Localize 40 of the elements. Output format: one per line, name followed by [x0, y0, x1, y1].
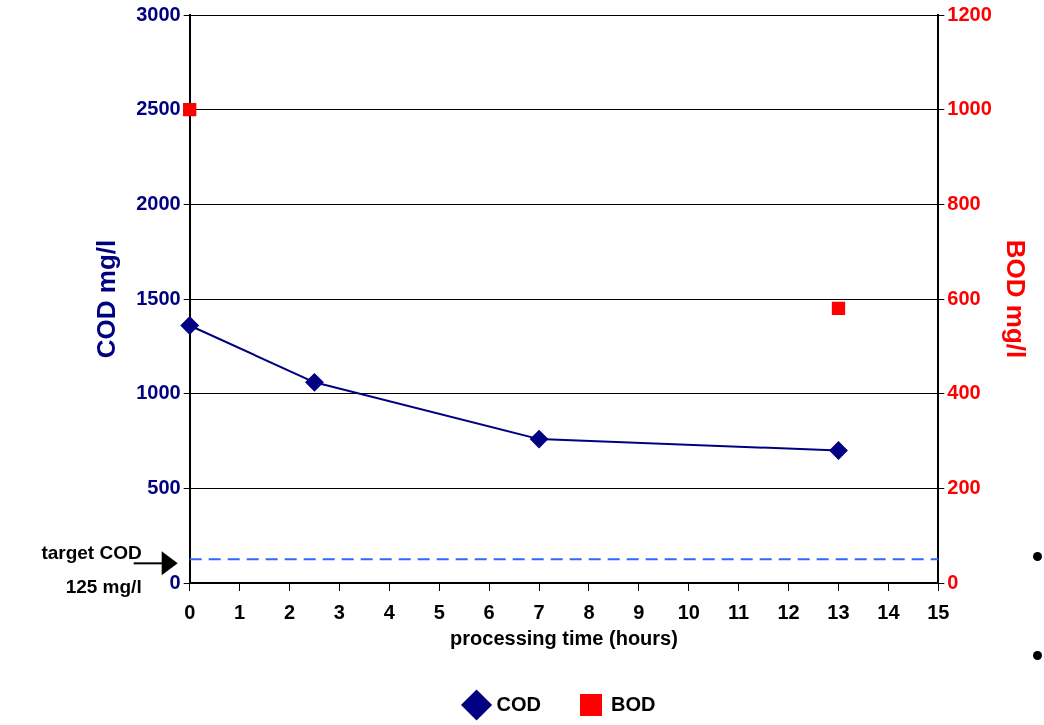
y-tick-label: 1500 — [136, 286, 181, 309]
y-axis-title: COD mg/l — [90, 239, 121, 359]
y-tick-label: 2500 — [136, 97, 181, 120]
x-axis-title: processing time (hours) — [450, 626, 678, 649]
y2-tick-label: 1000 — [947, 97, 992, 120]
y2-tick-label: 600 — [947, 286, 981, 309]
y2-tick-label: 200 — [947, 475, 981, 498]
point — [829, 441, 848, 460]
y-tick-label: 2000 — [136, 191, 181, 214]
x-tick-label: 6 — [483, 600, 495, 623]
x-tick-label: 8 — [583, 600, 595, 623]
x-tick-label: 12 — [777, 600, 800, 623]
x-tick-label: 5 — [433, 600, 445, 623]
x-tick-label: 7 — [533, 600, 545, 623]
y-tick-label: 3000 — [136, 2, 181, 25]
y2-tick-label: 400 — [947, 381, 981, 404]
x-tick-label: 11 — [728, 600, 750, 623]
y2-axis-title: BOD mg/l — [1001, 239, 1032, 359]
point — [530, 430, 549, 449]
x-tick-label: 0 — [184, 600, 196, 623]
y-tick-label: 500 — [147, 475, 181, 498]
legend-label: COD — [496, 692, 542, 715]
x-tick-label: 10 — [677, 600, 700, 623]
x-tick-label: 14 — [877, 600, 901, 623]
point — [180, 316, 199, 335]
x-tick-label: 4 — [383, 600, 396, 623]
x-tick-label: 3 — [333, 600, 345, 623]
x-tick-label: 2 — [283, 600, 296, 623]
x-tick-label: 9 — [633, 600, 645, 623]
x-tick-label: 1 — [234, 600, 246, 623]
legend-label: BOD — [611, 692, 656, 715]
x-tick-label: 13 — [827, 600, 850, 623]
x-tick-label: 15 — [927, 600, 950, 623]
y2-tick-label: 1200 — [947, 2, 992, 25]
y2-tick-label: 0 — [947, 570, 959, 593]
point — [305, 373, 324, 392]
y2-tick-label: 800 — [947, 191, 981, 214]
y-tick-label: 0 — [169, 570, 181, 593]
y-tick-label: 1000 — [136, 381, 181, 404]
ref-line-label: target COD 125 mg/l — [41, 541, 142, 597]
